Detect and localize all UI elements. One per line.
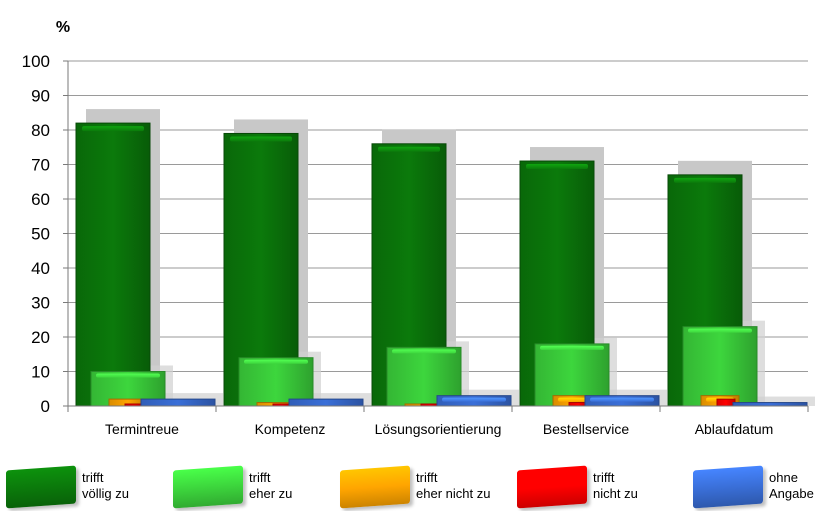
bars (75, 122, 808, 407)
legend-item: trifft nicht zu (517, 462, 677, 511)
legend-item: ohne Angabe (693, 462, 822, 511)
bar-cap (230, 136, 292, 142)
y-tick-label: 50 (31, 225, 50, 244)
x-tick-label: Termintreue (105, 421, 179, 437)
legend: trifft völlig zu trifft eher zu trifft ehe… (0, 462, 822, 511)
y-tick-label: 10 (31, 363, 50, 382)
axes: 0 10 20 30 40 50 60 70 80 90 100 Termintreue Kompete… (22, 52, 809, 437)
bar-cap (688, 328, 752, 333)
bar-trifft-eher-zu (386, 346, 462, 407)
bar-trifft-nicht-zu (568, 402, 588, 407)
y-tick-label: 20 (31, 328, 50, 347)
legend-item: trifft eher nicht zu (340, 462, 500, 511)
x-tick-label: Ablaufdatum (695, 421, 774, 437)
bar-cap (244, 359, 308, 364)
bar-trifft-eher-zu (682, 326, 758, 407)
x-tick-label: Kompetenz (255, 421, 326, 437)
bar-cap (558, 397, 586, 402)
x-tick-label: Bestellservice (543, 421, 630, 437)
y-axis-unit-label: % (56, 19, 70, 36)
y-tick-label: 60 (31, 190, 50, 209)
bar-ohne-Angabe (732, 402, 808, 407)
legend-swatch (6, 465, 76, 509)
y-tick-label: 30 (31, 294, 50, 313)
x-tick-label: Lösungsorientierung (375, 421, 502, 437)
legend-label: trifft eher nicht zu (416, 470, 491, 501)
bar-cap (96, 373, 160, 378)
legend-swatch (693, 465, 763, 509)
legend-label: trifft nicht zu (593, 470, 638, 501)
bar-trifft-nicht-zu (716, 398, 736, 407)
legend-label: trifft eher zu (249, 470, 293, 501)
legend-swatch (173, 465, 243, 509)
legend-swatch (340, 465, 410, 509)
bar-cap (674, 177, 736, 183)
bar-trifft-völlig-zu (75, 122, 151, 407)
bar-cap (378, 146, 440, 152)
y-tick-label: 100 (22, 52, 50, 71)
bar-ohne-Angabe (140, 398, 216, 407)
bar-shadow (741, 396, 815, 406)
y-tick-label: 70 (31, 156, 50, 175)
y-tick-label: 40 (31, 259, 50, 278)
legend-label: ohne Angabe (769, 470, 814, 501)
legend-swatch (517, 465, 587, 509)
bar-cap (526, 164, 588, 170)
y-tick-label: 80 (31, 121, 50, 140)
y-tick-label: 0 (41, 397, 50, 416)
legend-item: trifft eher zu (173, 462, 333, 511)
bar-cap (590, 397, 654, 402)
legend-item: trifft völlig zu (6, 462, 166, 511)
bar-cap (392, 349, 456, 354)
chart: 0 10 20 30 40 50 60 70 80 90 100 Termintreue Kompete… (22, 19, 815, 437)
bar-trifft-eher-zu (238, 357, 314, 407)
y-tick-label: 90 (31, 87, 50, 106)
bar-cap (540, 345, 604, 350)
bar-ohne-Angabe (288, 398, 364, 407)
legend-label: trifft völlig zu (82, 470, 129, 501)
bar-cap (442, 397, 506, 402)
bar-cap (82, 126, 144, 132)
